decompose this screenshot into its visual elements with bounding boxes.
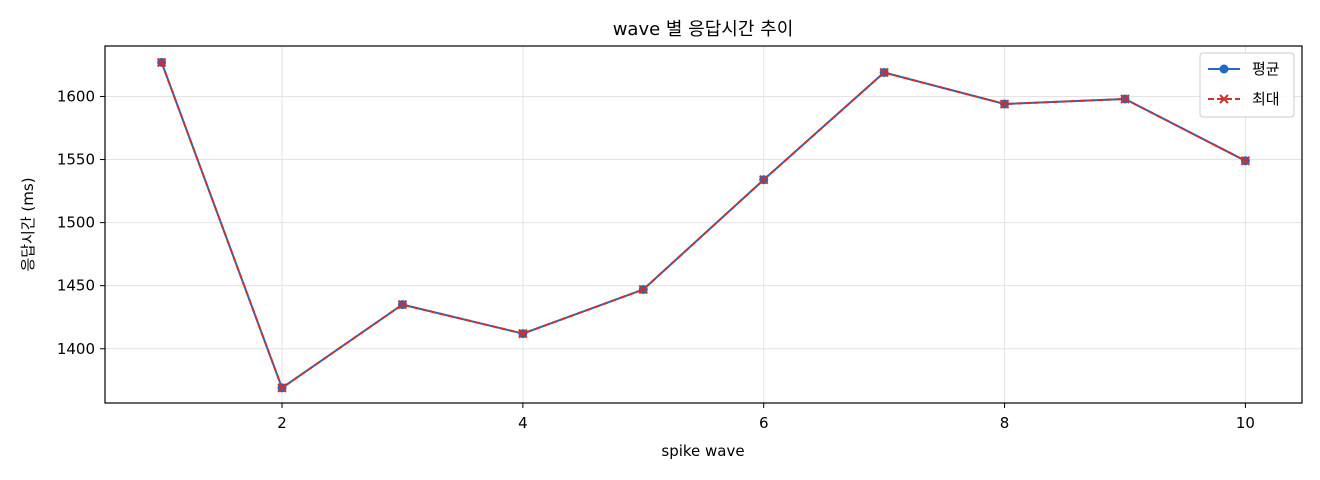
data-point — [999, 99, 1010, 109]
x-tick-label: 6 — [759, 414, 769, 432]
data-point — [277, 383, 287, 393]
y-tick-label: 1550 — [57, 151, 95, 169]
series-line-2 — [160, 62, 1246, 390]
plot-area — [104, 45, 1303, 404]
x-tick-label: 8 — [1000, 414, 1010, 432]
x-tick-label: 2 — [277, 414, 287, 432]
series-layer — [156, 57, 1251, 393]
x-tick-label: 4 — [518, 414, 528, 432]
y-tick-label: 1400 — [57, 340, 95, 358]
data-point — [397, 299, 408, 310]
legend-label-max: 최대 — [1252, 90, 1280, 108]
y-tick-label: 1500 — [57, 214, 95, 232]
legend-marker-mean — [1219, 64, 1229, 74]
x-tick-label: 10 — [1236, 414, 1255, 432]
data-point — [638, 284, 648, 295]
legend-box — [1199, 52, 1295, 118]
y-axis-label: 응답시간 (ms) — [19, 177, 37, 271]
data-point — [1120, 94, 1130, 104]
y-axis-ticks: 1400 1450 1500 1550 1600 — [57, 87, 105, 358]
legend-marker-max — [1219, 94, 1229, 104]
data-point — [156, 57, 167, 68]
data-point — [518, 328, 528, 339]
chart-title: wave 별 응답시간 추이 — [613, 19, 794, 40]
legend: 평균 최대 — [1199, 52, 1295, 118]
legend-label-mean: 평균 — [1252, 60, 1280, 78]
data-point — [1240, 156, 1251, 166]
data-point — [759, 175, 769, 185]
y-tick-label: 1450 — [57, 277, 95, 295]
grid — [105, 46, 1302, 403]
x-axis-label: spike wave — [661, 442, 744, 460]
x-axis-ticks: 2 4 6 8 10 — [277, 403, 1255, 432]
series-line-1 — [160, 62, 1246, 390]
data-point — [879, 67, 889, 78]
y-tick-label: 1600 — [57, 87, 95, 105]
